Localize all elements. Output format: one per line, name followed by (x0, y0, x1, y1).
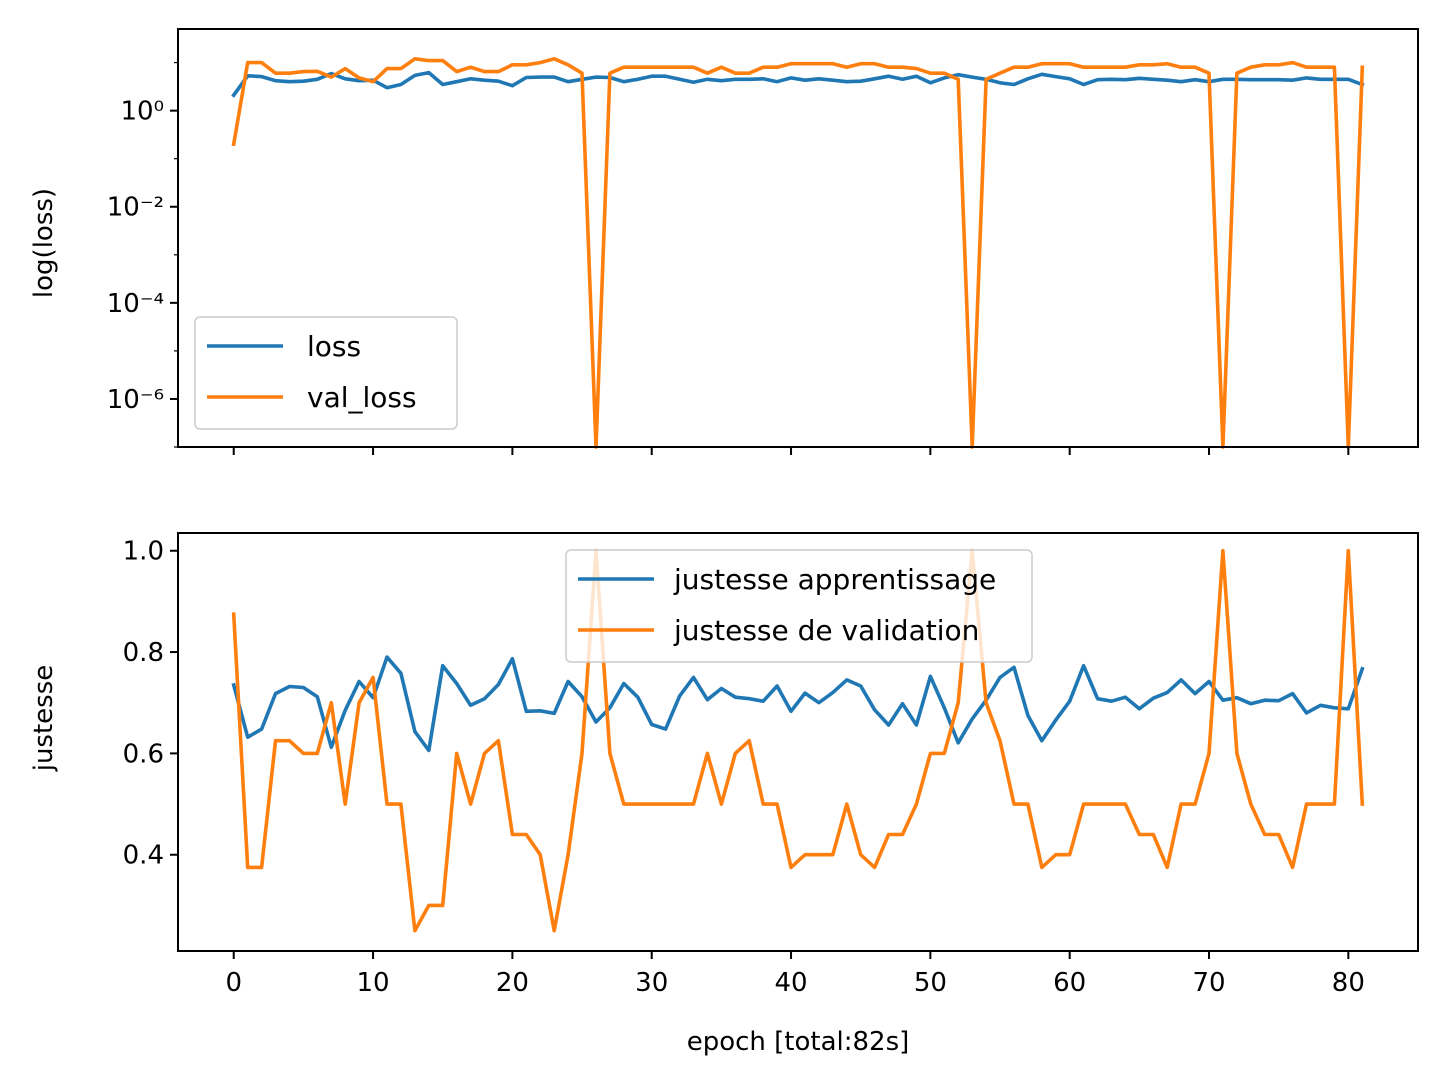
loss-series-layer (231, 56, 1365, 449)
loss-ticks-layer: 10⁰ 10⁻² 10⁻⁴ 10⁻⁶ (107, 61, 1350, 455)
legend-label-training-accuracy: justesse apprentissage (673, 563, 996, 596)
accuracy-x-tick-label: 20 (496, 968, 529, 998)
loss-axes-frame (177, 28, 1419, 448)
legend-label-validation-accuracy: justesse de validation (673, 614, 979, 647)
accuracy-axes-frame (177, 532, 1419, 952)
accuracy-ticks-layer: 0 10 20 30 40 50 60 70 80 0.4 0.6 0.8 1.0 (123, 537, 1365, 998)
accuracy-y-tick-label: 0.4 (123, 841, 164, 871)
accuracy-y-tick-label: 1.0 (123, 537, 164, 567)
accuracy-series-layer (231, 548, 1365, 933)
accuracy-legend: justesse apprentissage justesse de valid… (565, 549, 1033, 663)
accuracy-x-tick-label: 30 (635, 968, 668, 998)
loss-series-loss (231, 70, 1365, 98)
loss-y-tick-label: 10⁻⁶ (107, 385, 164, 415)
accuracy-x-tick-label: 80 (1332, 968, 1365, 998)
legend-label-loss: loss (307, 330, 361, 363)
loss-series-val-loss (231, 56, 1365, 449)
loss-y-tick-label: 10⁻² (107, 193, 164, 223)
loss-y-tick-label: 10⁰ (120, 97, 164, 127)
accuracy-legend-box (565, 549, 1033, 663)
accuracy-x-tick-label: 10 (357, 968, 390, 998)
loss-y-tick-label: 10⁻⁴ (107, 289, 164, 319)
accuracy-y-tick-label: 0.8 (123, 638, 164, 668)
x-axis-label: epoch [total:82s] (687, 1027, 910, 1057)
accuracy-x-tick-label: 60 (1053, 968, 1086, 998)
accuracy-y-tick-label: 0.6 (123, 739, 164, 769)
legend-label-val-loss: val_loss (307, 381, 417, 414)
loss-panel: 10⁰ 10⁻² 10⁻⁴ 10⁻⁶ log(loss) loss val_loss (29, 28, 1419, 455)
loss-y-axis-label: log(loss) (29, 188, 59, 298)
accuracy-x-tick-label: 0 (225, 968, 242, 998)
accuracy-x-tick-label: 70 (1192, 968, 1225, 998)
loss-legend: loss val_loss (194, 316, 458, 430)
accuracy-x-tick-label: 40 (774, 968, 807, 998)
accuracy-panel: 0 10 20 30 40 50 60 70 80 0.4 0.6 0.8 1.0 justesse e… (29, 532, 1419, 1057)
accuracy-x-tick-label: 50 (914, 968, 947, 998)
accuracy-series-justesse-de-validation (231, 548, 1365, 933)
accuracy-series-justesse-apprentissage (231, 655, 1365, 753)
accuracy-y-axis-label: justesse (29, 665, 59, 773)
